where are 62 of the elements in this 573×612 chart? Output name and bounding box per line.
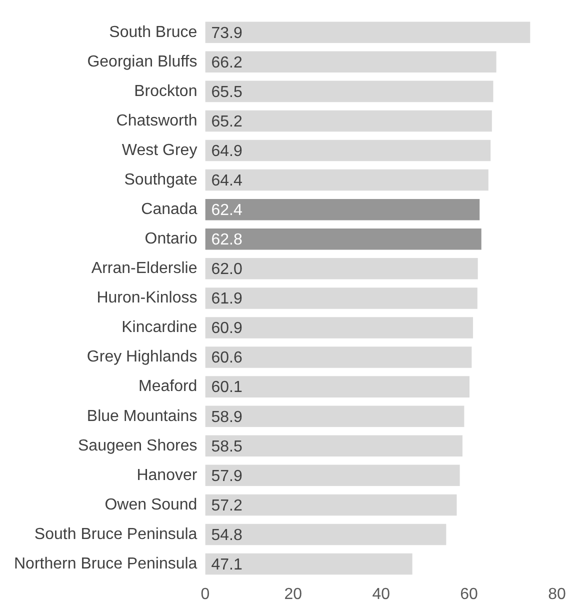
data-label: 64.4 — [211, 172, 242, 190]
data-label: 60.1 — [211, 379, 242, 396]
bar — [205, 228, 482, 250]
data-label: 65.2 — [211, 113, 242, 130]
y-tick-label: West Grey — [122, 142, 198, 159]
bar — [205, 140, 491, 162]
bar — [205, 376, 470, 398]
y-tick-label: Southgate — [124, 171, 198, 188]
y-tick-label: Meaford — [138, 378, 198, 396]
y-tick-label: Georgian Bluffs — [87, 53, 198, 70]
x-tick-label: 0 — [200, 586, 210, 603]
bar — [205, 464, 460, 486]
y-tick-label: Canada — [141, 200, 198, 218]
data-label: 65.5 — [211, 84, 242, 101]
bar — [205, 258, 478, 280]
bar — [205, 198, 480, 220]
data-label: 62.4 — [211, 202, 242, 219]
y-tick-label: Grey Highlands — [86, 348, 198, 366]
bar — [205, 435, 462, 457]
data-label: 60.6 — [211, 350, 242, 367]
y-tick-label: Northern Bruce Peninsula — [14, 555, 198, 572]
data-label: 57.9 — [211, 468, 242, 485]
x-tick-label: 20 — [284, 586, 302, 603]
bar — [205, 22, 530, 43]
y-tick-label: Owen Sound — [104, 496, 198, 514]
bar — [205, 494, 457, 516]
y-tick-label: Arran-Elderslie — [91, 260, 198, 278]
data-label: 62.0 — [211, 261, 242, 278]
data-label: 66.2 — [211, 54, 242, 72]
bar — [205, 553, 412, 575]
bar — [205, 524, 446, 546]
bar — [205, 288, 478, 309]
data-label: 61.9 — [211, 290, 242, 308]
y-tick-label: Kincardine — [122, 319, 198, 336]
x-tick-label: 40 — [372, 586, 390, 603]
y-tick-label: Chatsworth — [116, 112, 198, 130]
bar — [205, 317, 474, 338]
data-label: 58.9 — [211, 408, 242, 426]
bar — [205, 80, 494, 102]
bar — [205, 110, 492, 132]
y-tick-label: South Bruce Peninsula — [34, 526, 198, 543]
y-tick-label: Huron-Kinloss — [96, 290, 198, 307]
bar — [205, 406, 464, 427]
bar — [205, 169, 488, 191]
data-label: 47.1 — [211, 556, 242, 574]
data-label: 64.9 — [211, 142, 242, 160]
y-tick-label: Ontario — [144, 230, 198, 248]
data-label: 73.9 — [211, 24, 242, 42]
y-tick-label: Blue Mountains — [86, 408, 198, 425]
y-tick-label: Hanover — [136, 466, 198, 484]
y-tick-label: Brockton — [134, 82, 198, 100]
bar — [205, 51, 496, 73]
y-tick-label: South Bruce — [109, 24, 198, 41]
data-label: 60.9 — [211, 320, 242, 338]
bar — [205, 346, 472, 368]
y-tick-label: Saugeen Shores — [78, 437, 198, 454]
x-tick-label: 60 — [460, 586, 478, 603]
x-tick-label: 80 — [548, 586, 566, 603]
data-label: 57.2 — [211, 497, 242, 514]
data-label: 62.8 — [211, 232, 242, 249]
data-label: 58.5 — [211, 438, 242, 456]
data-label: 54.8 — [211, 526, 242, 544]
